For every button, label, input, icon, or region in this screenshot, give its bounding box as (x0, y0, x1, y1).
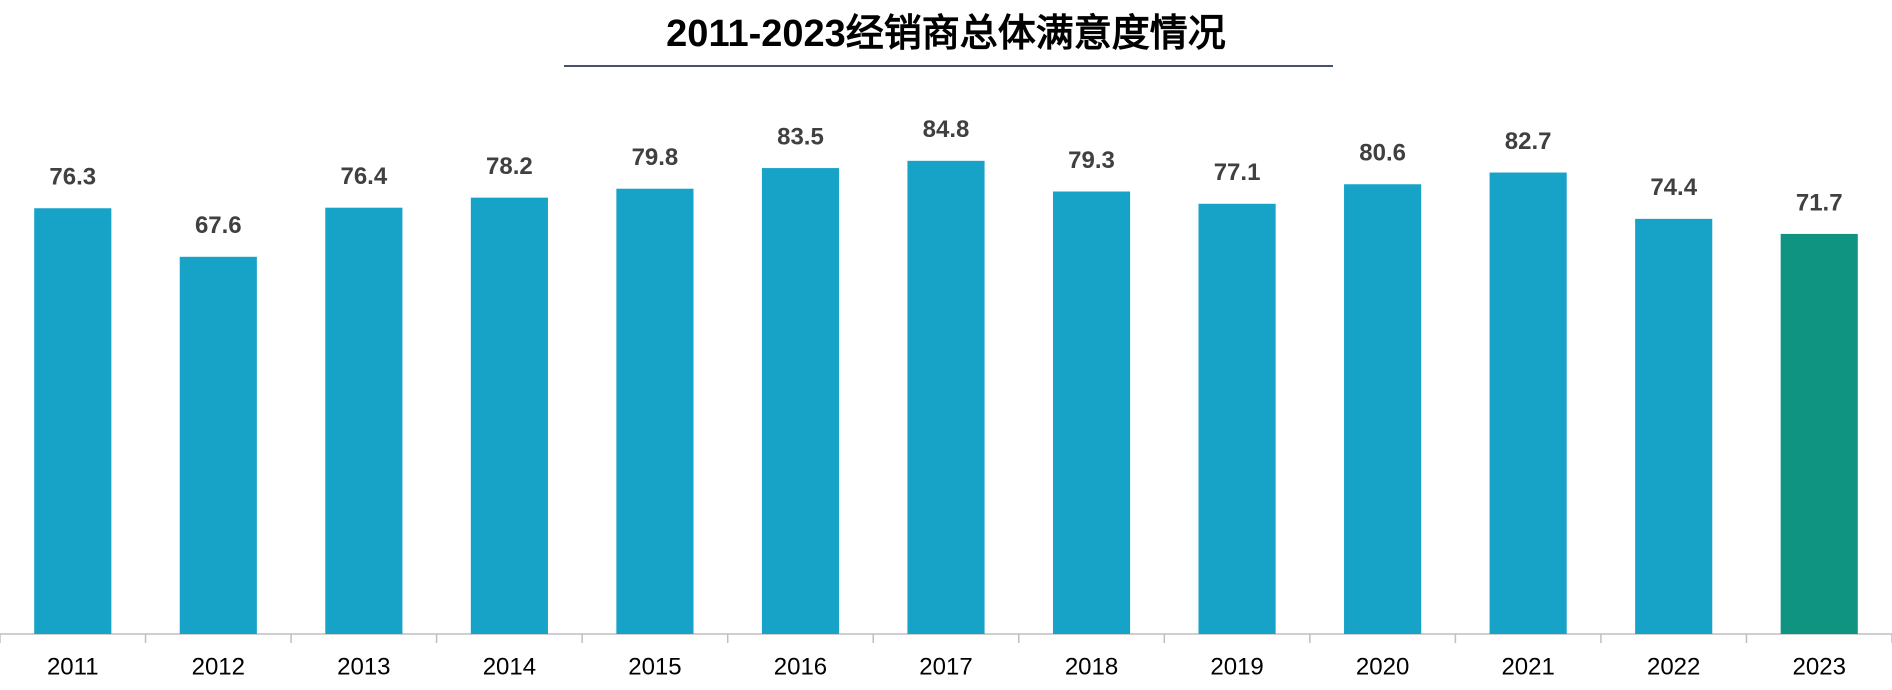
value-label: 71.7 (1796, 189, 1843, 216)
x-tick-label: 2011 (47, 653, 99, 680)
value-label: 83.5 (777, 123, 824, 150)
bar (179, 256, 257, 634)
value-label: 77.1 (1214, 159, 1261, 186)
bar (616, 188, 694, 634)
value-label: 80.6 (1359, 140, 1406, 167)
x-tick-label: 2023 (1793, 653, 1846, 680)
value-label: 82.7 (1505, 128, 1552, 155)
x-tick-label: 2012 (192, 653, 245, 680)
x-tick-label: 2022 (1647, 653, 1700, 680)
bar (34, 208, 112, 634)
x-tick-label: 2015 (628, 653, 681, 680)
value-label: 84.8 (923, 116, 970, 143)
value-label: 76.3 (49, 164, 96, 191)
bar (1052, 191, 1131, 635)
bar (1198, 203, 1276, 635)
value-label: 79.8 (632, 144, 679, 171)
bar (761, 168, 840, 634)
value-label: 74.4 (1650, 174, 1697, 201)
value-label: 76.4 (340, 163, 387, 190)
x-tick-label: 2021 (1501, 653, 1554, 680)
x-tick-label: 2014 (483, 653, 536, 680)
value-label: 79.3 (1068, 147, 1115, 174)
value-label: 67.6 (195, 212, 242, 239)
x-tick-label: 2018 (1065, 653, 1118, 680)
bar (1344, 184, 1422, 634)
bar (325, 207, 403, 635)
x-tick-label: 2016 (774, 653, 827, 680)
x-tick-label: 2020 (1356, 653, 1409, 680)
bar (907, 160, 985, 635)
bar (1635, 218, 1713, 634)
x-tick-label: 2013 (337, 653, 390, 680)
x-tick-label: 2019 (1210, 653, 1263, 680)
bar (1489, 172, 1567, 634)
chart-title: 2011-2023经销商总体满意度情况 (666, 13, 1226, 55)
x-tick-label: 2017 (919, 653, 972, 680)
bar (470, 197, 548, 635)
value-label: 78.2 (486, 153, 533, 180)
bar (1780, 233, 1858, 634)
